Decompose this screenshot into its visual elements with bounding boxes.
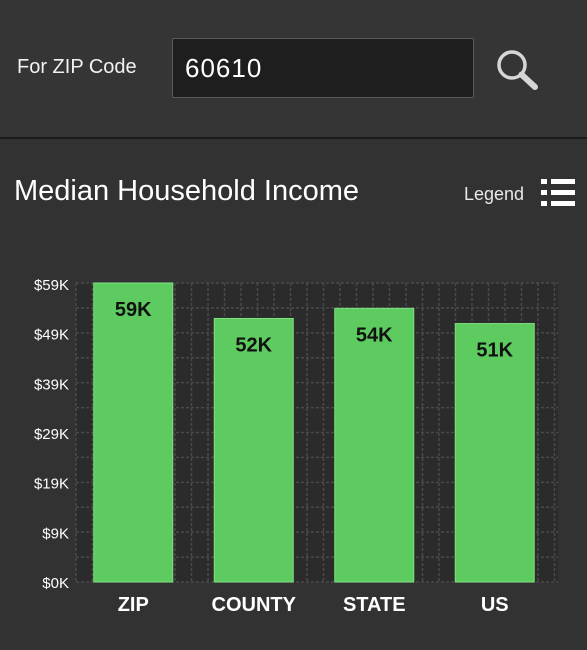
y-tick-label: $0K (42, 575, 69, 592)
zip-code-input[interactable] (172, 38, 474, 98)
bar-state (334, 307, 415, 583)
x-tick-label: US (481, 594, 509, 616)
search-icon (497, 50, 538, 90)
bar-value-label: 59K (115, 299, 152, 321)
y-tick-label: $29K (34, 426, 69, 443)
search-button[interactable] (492, 46, 542, 92)
x-tick-label: STATE (343, 594, 406, 616)
y-tick-label: $59K (34, 277, 69, 294)
list-icon (541, 179, 575, 206)
chart-title: Median Household Income (14, 175, 359, 207)
bar-value-label: 52K (235, 334, 272, 356)
bar-zip (93, 282, 174, 583)
bar-us (454, 323, 535, 583)
x-tick-label: COUNTY (212, 594, 297, 616)
y-tick-label: $39K (34, 376, 69, 393)
zip-code-label: For ZIP Code (17, 56, 137, 78)
x-tick-label: ZIP (118, 594, 149, 616)
bar-value-label: 51K (476, 340, 513, 362)
legend-button[interactable]: Legend (464, 176, 576, 210)
legend-label: Legend (464, 184, 525, 204)
bar-county (213, 317, 294, 583)
search-bar: For ZIP Code (0, 0, 587, 139)
y-tick-label: $9K (42, 525, 69, 542)
y-tick-label: $19K (34, 476, 69, 493)
y-tick-label: $49K (34, 327, 69, 344)
bar-value-label: 54K (356, 324, 393, 346)
income-bar-chart: $0K $9K $19K $29K $39K $49K $59K 59K ZIP 52K COUNT… (34, 277, 558, 616)
